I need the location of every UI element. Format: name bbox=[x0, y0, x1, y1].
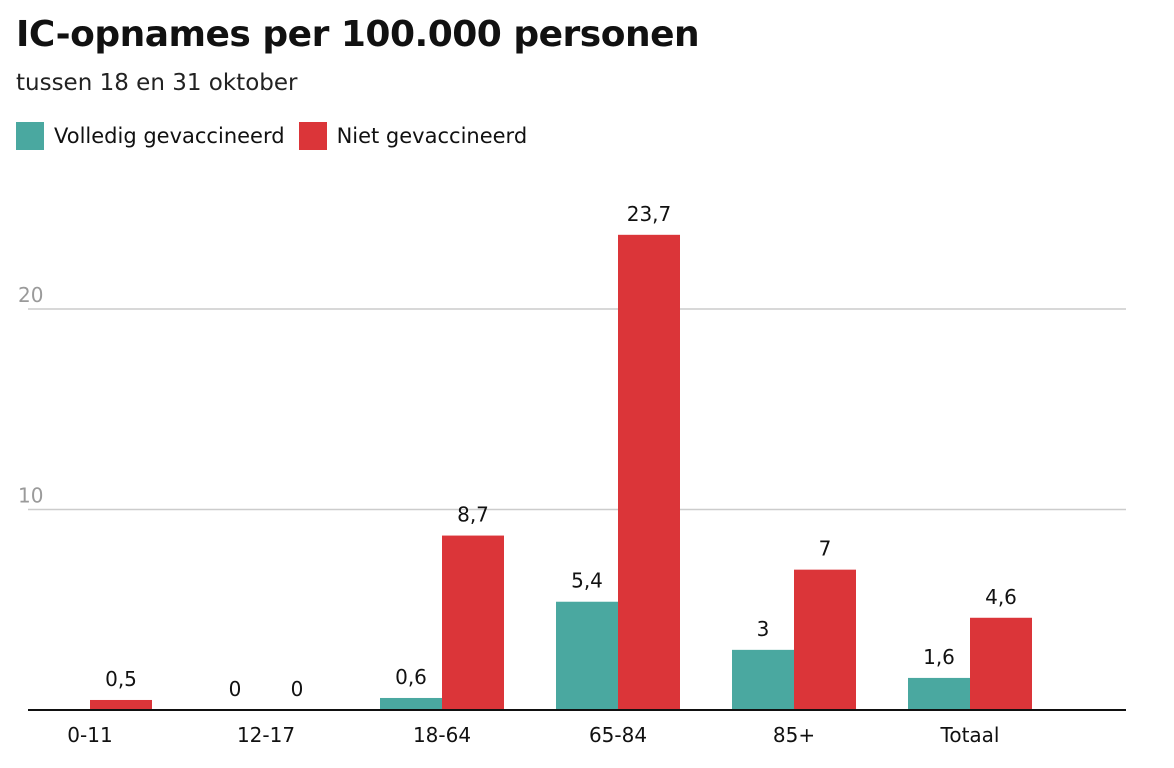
chart-subtitle: tussen 18 en 31 oktober bbox=[16, 70, 298, 96]
chart-title: IC-opnames per 100.000 personen bbox=[16, 14, 700, 55]
data-label: 4,6 bbox=[985, 585, 1017, 609]
x-tick-label: Totaal bbox=[940, 723, 1000, 747]
data-label: 3 bbox=[757, 617, 770, 641]
data-label: 0 bbox=[291, 677, 304, 701]
data-label: 0 bbox=[229, 677, 242, 701]
bar-unvaccinated-85+ bbox=[794, 569, 856, 710]
data-label: 1,6 bbox=[923, 645, 955, 669]
data-label: 5,4 bbox=[571, 569, 603, 593]
legend-swatch-vaccinated bbox=[16, 122, 44, 150]
bar-unvaccinated-0-11 bbox=[90, 699, 152, 710]
legend-label-vaccinated: Volledig gevaccineerd bbox=[54, 124, 285, 148]
legend-item-unvaccinated: Niet gevaccineerd bbox=[298, 122, 528, 150]
bar-unvaccinated-18-64 bbox=[442, 535, 504, 710]
data-label: 8,7 bbox=[457, 503, 489, 527]
bar-unvaccinated-65-84 bbox=[618, 234, 680, 710]
data-label: 23,7 bbox=[627, 202, 672, 226]
y-tick-label: 10 bbox=[18, 484, 43, 508]
legend-label-unvaccinated: Niet gevaccineerd bbox=[336, 124, 528, 148]
bar-vaccinated-18-64 bbox=[380, 697, 442, 710]
legend-swatch-unvaccinated bbox=[298, 122, 327, 150]
bar-unvaccinated-Totaal bbox=[970, 617, 1032, 710]
bar-vaccinated-85+ bbox=[732, 649, 794, 710]
bar-vaccinated-65-84 bbox=[556, 601, 618, 710]
legend-item-vaccinated: Volledig gevaccineerd bbox=[16, 122, 285, 150]
x-tick-label: 85+ bbox=[773, 723, 815, 747]
x-tick-label: 12-17 bbox=[237, 723, 295, 747]
chart-legend: Volledig gevaccineerd Niet gevaccineerd bbox=[16, 122, 541, 150]
x-tick-label: 65-84 bbox=[589, 723, 647, 747]
x-tick-label: 18-64 bbox=[413, 723, 471, 747]
data-label: 7 bbox=[819, 537, 832, 561]
bar-vaccinated-Totaal bbox=[908, 677, 970, 710]
data-label: 0,6 bbox=[395, 665, 427, 689]
data-label: 0,5 bbox=[105, 667, 137, 691]
x-tick-label: 0-11 bbox=[67, 723, 112, 747]
y-tick-label: 20 bbox=[18, 283, 43, 307]
